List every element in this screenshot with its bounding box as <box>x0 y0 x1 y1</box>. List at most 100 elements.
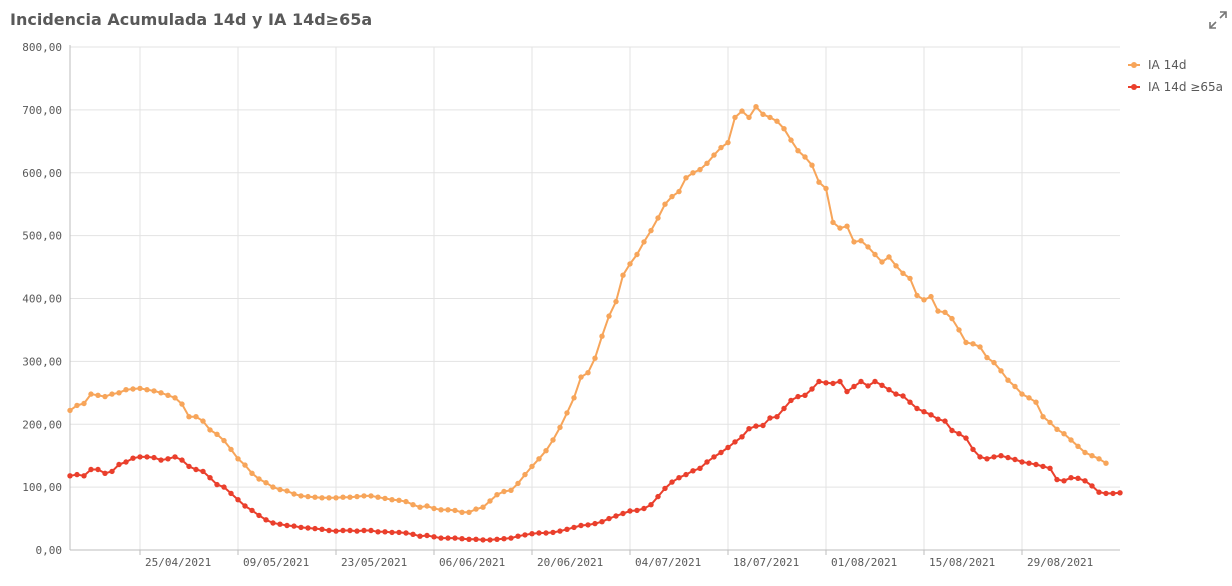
data-point[interactable] <box>550 437 556 443</box>
data-point[interactable] <box>753 104 759 110</box>
data-point[interactable] <box>88 466 94 473</box>
data-point[interactable] <box>249 507 255 514</box>
data-point[interactable] <box>459 536 465 542</box>
data-point[interactable] <box>424 532 430 539</box>
data-point[interactable] <box>718 449 724 456</box>
data-point[interactable] <box>928 293 934 300</box>
data-point[interactable] <box>1110 490 1116 497</box>
data-point[interactable] <box>655 215 661 221</box>
data-point[interactable] <box>1103 490 1109 497</box>
data-point[interactable] <box>599 333 605 339</box>
data-point[interactable] <box>431 534 437 540</box>
data-point[interactable] <box>473 536 479 542</box>
data-point[interactable] <box>1033 399 1039 405</box>
data-point[interactable] <box>312 525 318 532</box>
data-point[interactable] <box>669 479 675 485</box>
data-point[interactable] <box>837 225 843 231</box>
data-point[interactable] <box>872 251 878 258</box>
data-point[interactable] <box>921 409 927 415</box>
data-point[interactable] <box>501 536 507 542</box>
data-point[interactable] <box>1040 463 1046 470</box>
data-point[interactable] <box>522 532 528 538</box>
data-point[interactable] <box>774 414 780 420</box>
data-point[interactable] <box>438 507 444 513</box>
data-point[interactable] <box>144 387 150 393</box>
data-point[interactable] <box>1117 490 1123 496</box>
data-point[interactable] <box>263 517 269 523</box>
data-point[interactable] <box>95 466 101 473</box>
data-point[interactable] <box>1103 460 1109 466</box>
data-point[interactable] <box>893 263 899 269</box>
data-point[interactable] <box>592 355 598 361</box>
data-point[interactable] <box>1047 465 1053 471</box>
data-point[interactable] <box>410 502 416 508</box>
data-point[interactable] <box>550 529 556 536</box>
data-point[interactable] <box>1012 383 1018 390</box>
data-point[interactable] <box>81 473 87 479</box>
data-point[interactable] <box>620 272 626 278</box>
data-point[interactable] <box>984 354 990 361</box>
data-point[interactable] <box>382 495 388 502</box>
data-point[interactable] <box>403 498 409 505</box>
data-point[interactable] <box>151 388 157 394</box>
data-point[interactable] <box>515 480 521 487</box>
data-point[interactable] <box>1012 456 1018 463</box>
data-point[interactable] <box>781 126 787 132</box>
data-point[interactable] <box>95 392 101 398</box>
data-point[interactable] <box>809 386 815 392</box>
data-point[interactable] <box>844 223 850 229</box>
data-point[interactable] <box>305 493 311 500</box>
data-point[interactable] <box>326 495 332 501</box>
data-point[interactable] <box>627 261 633 267</box>
data-point[interactable] <box>522 471 528 478</box>
data-point[interactable] <box>263 480 269 486</box>
data-point[interactable] <box>305 525 311 531</box>
data-point[interactable] <box>739 108 745 114</box>
data-point[interactable] <box>606 515 612 522</box>
data-point[interactable] <box>697 166 703 173</box>
data-point[interactable] <box>214 431 220 437</box>
data-point[interactable] <box>88 391 94 397</box>
data-point[interactable] <box>690 170 696 176</box>
data-point[interactable] <box>683 471 689 478</box>
data-point[interactable] <box>403 530 409 536</box>
data-point[interactable] <box>690 468 696 474</box>
data-point[interactable] <box>886 254 892 260</box>
data-point[interactable] <box>977 344 983 350</box>
data-point[interactable] <box>795 393 801 400</box>
data-point[interactable] <box>487 498 493 504</box>
data-point[interactable] <box>704 160 710 166</box>
data-point[interactable] <box>424 503 430 509</box>
data-point[interactable] <box>774 118 780 124</box>
data-point[interactable] <box>158 457 164 463</box>
data-point[interactable] <box>410 531 416 537</box>
data-point[interactable] <box>886 387 892 393</box>
data-point[interactable] <box>473 506 479 512</box>
data-point[interactable] <box>389 497 395 503</box>
data-point[interactable] <box>781 405 787 412</box>
data-point[interactable] <box>137 385 143 392</box>
data-point[interactable] <box>1026 395 1032 401</box>
data-point[interactable] <box>277 486 283 493</box>
data-point[interactable] <box>312 494 318 500</box>
data-point[interactable] <box>536 530 542 536</box>
data-point[interactable] <box>711 454 717 460</box>
data-point[interactable] <box>851 383 857 390</box>
data-point[interactable] <box>620 510 626 517</box>
data-point[interactable] <box>648 227 654 234</box>
data-point[interactable] <box>865 244 871 250</box>
data-point[interactable] <box>228 490 234 497</box>
data-point[interactable] <box>557 528 563 534</box>
data-point[interactable] <box>613 513 619 519</box>
data-point[interactable] <box>914 405 920 412</box>
data-point[interactable] <box>767 114 773 121</box>
data-point[interactable] <box>116 461 122 468</box>
data-point[interactable] <box>900 270 906 276</box>
data-point[interactable] <box>956 431 962 437</box>
data-point[interactable] <box>487 537 493 543</box>
data-point[interactable] <box>746 426 752 432</box>
data-point[interactable] <box>865 383 871 389</box>
data-point[interactable] <box>1089 453 1095 459</box>
data-point[interactable] <box>795 148 801 154</box>
data-point[interactable] <box>172 395 178 401</box>
